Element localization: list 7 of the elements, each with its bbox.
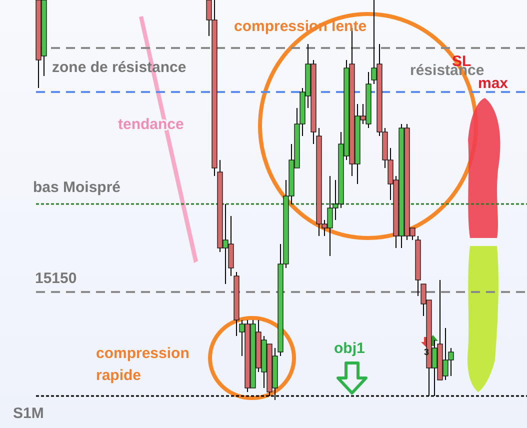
annotation: max <box>478 75 509 92</box>
ref-line-label: S1M <box>13 405 44 422</box>
annotation: compression rapide <box>96 345 190 384</box>
annotation: 15150 <box>35 270 77 287</box>
annotation: obj1 <box>334 340 365 357</box>
ref-line-label: bas Moispré <box>33 179 121 196</box>
annotation: 3 <box>424 347 430 357</box>
